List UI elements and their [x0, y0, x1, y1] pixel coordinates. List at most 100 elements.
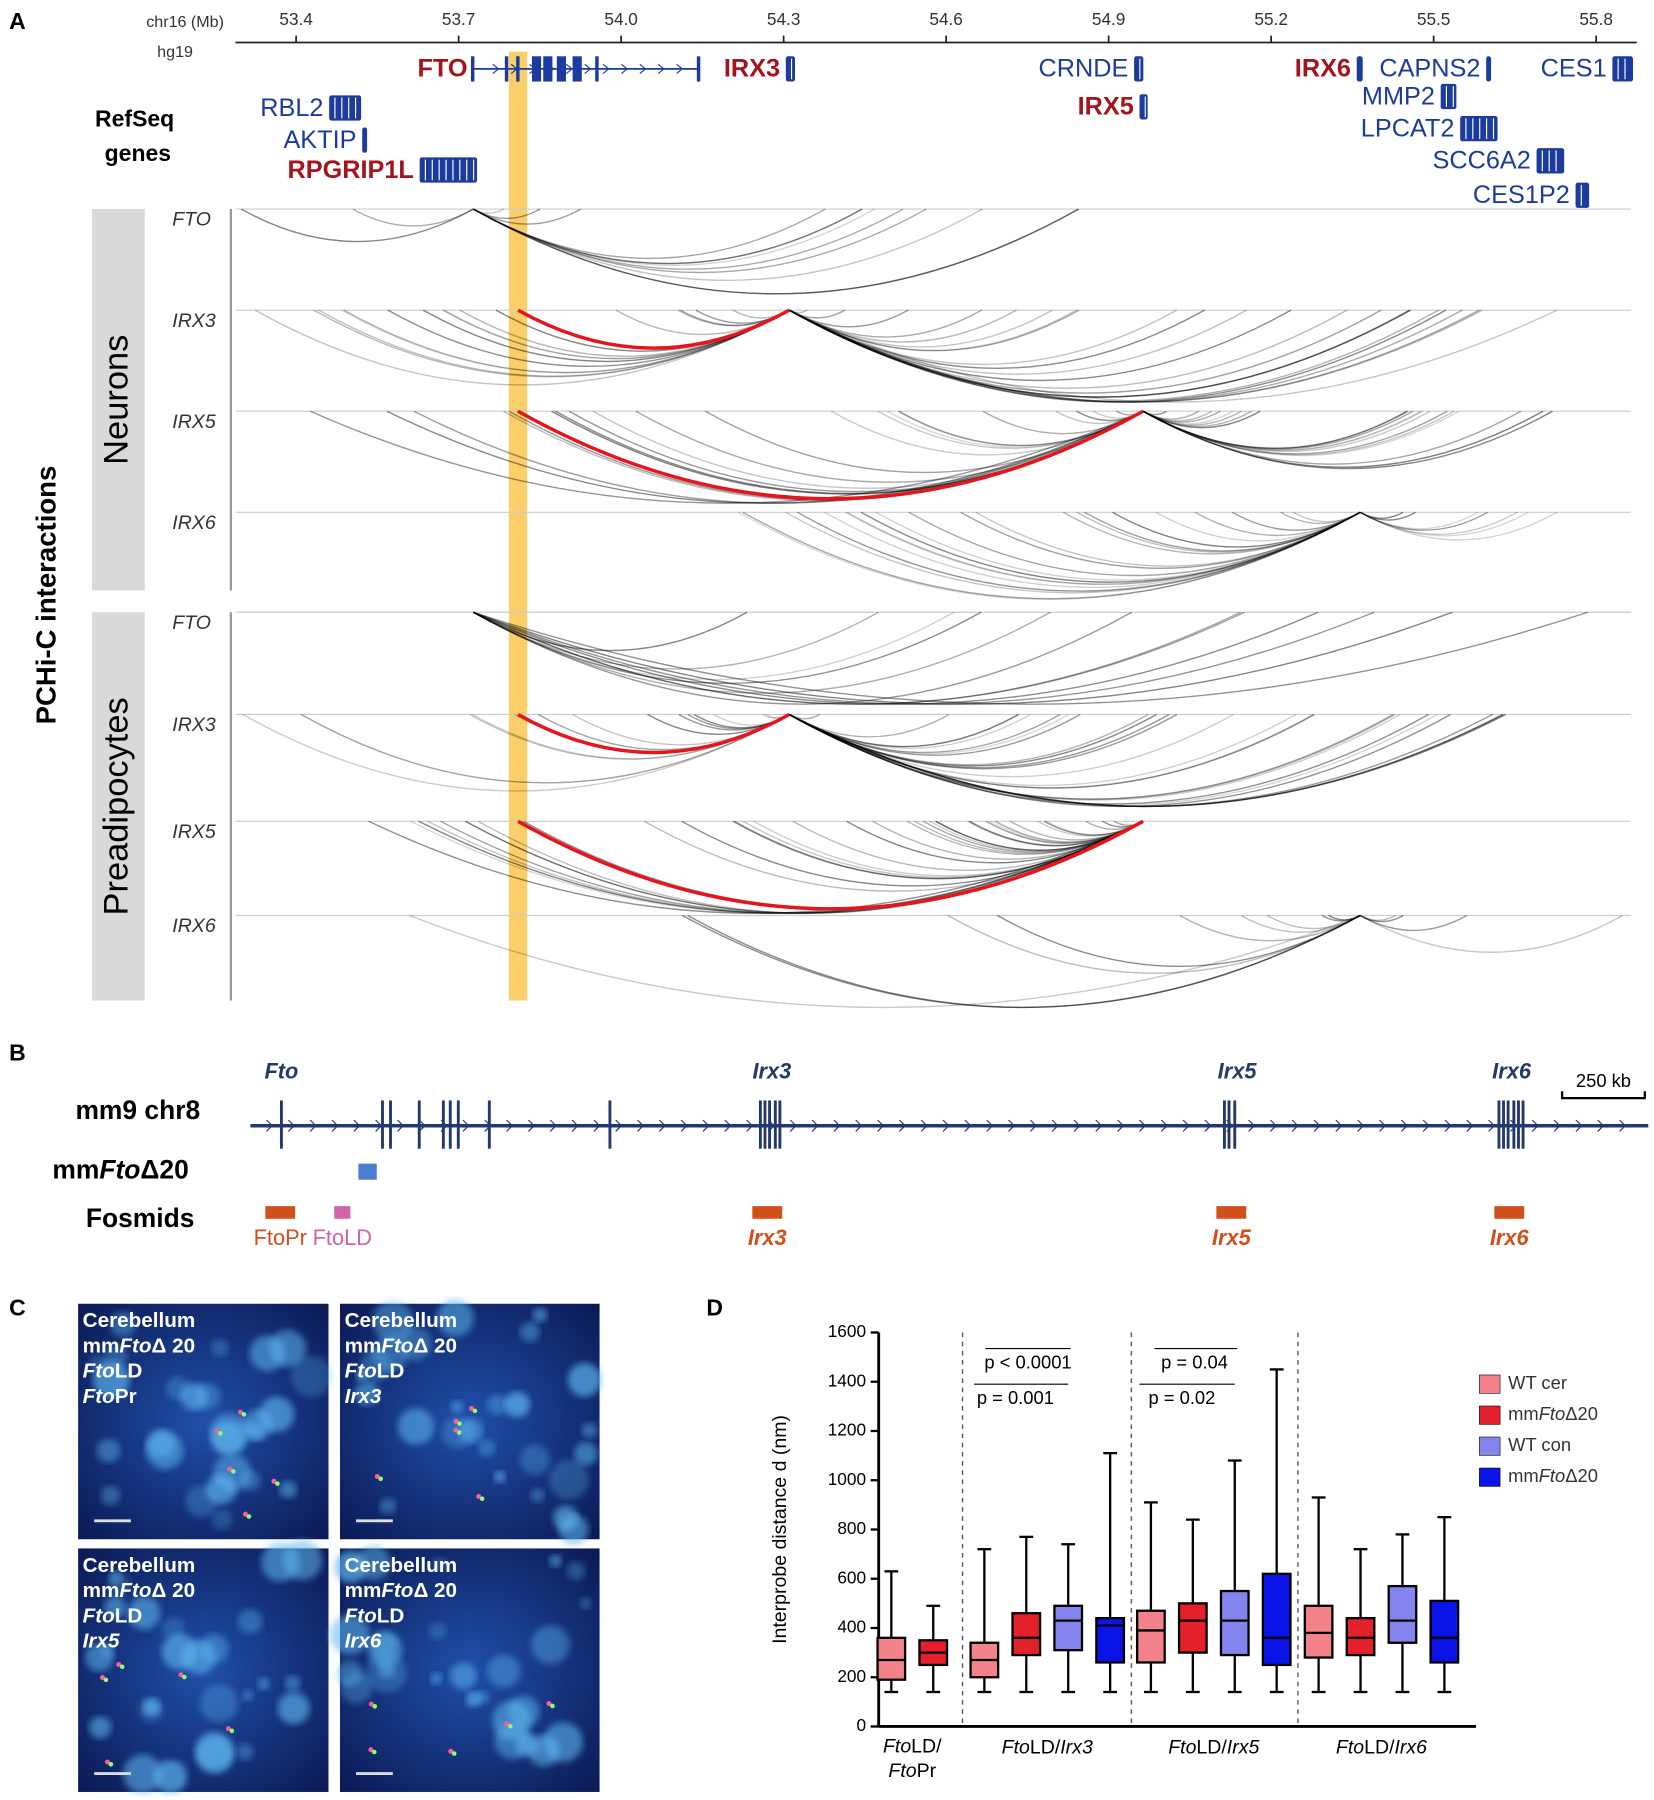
interaction-arc: [1142, 410, 1168, 416]
gene-body: [1134, 56, 1144, 82]
nucleus: [579, 1597, 592, 1610]
interaction-arc: [410, 820, 1144, 914]
gene-label: Irx6: [1492, 1059, 1532, 1084]
legend-swatch: [1479, 1467, 1501, 1487]
fosmid-label: FtoLD: [313, 1225, 372, 1250]
interaction-arc: [824, 511, 1361, 588]
interaction-arc: [1155, 511, 1361, 542]
interaction-arc: [473, 611, 1453, 705]
probe-red: [368, 1701, 374, 1707]
interaction-arc: [788, 309, 1483, 403]
x-tick-label: 54.9: [1092, 9, 1126, 29]
interaction-arc: [788, 713, 1396, 801]
interaction-arc: [472, 611, 955, 681]
row-label: mmFtoΔ20: [52, 1155, 188, 1185]
interaction-arc: [352, 208, 474, 227]
nucleus: [242, 1409, 273, 1440]
strand-arrow: [602, 63, 610, 74]
nucleus: [236, 1743, 254, 1761]
interaction-arc: [1142, 410, 1252, 427]
nucleus: [486, 1394, 508, 1416]
probe-green: [451, 1751, 457, 1756]
strand-arrow: [657, 63, 665, 74]
nucleus: [279, 1480, 297, 1499]
interaction-arc: [1359, 511, 1404, 520]
box: [1261, 1572, 1292, 1667]
fosmid: [752, 1206, 783, 1219]
interaction-arc: [788, 309, 1178, 365]
interaction-arc: [788, 713, 1493, 808]
track-name: FTO: [172, 612, 211, 634]
interaction-arc: [877, 410, 1144, 450]
interaction-arc: [788, 713, 1314, 789]
strand-arrow: [639, 63, 647, 74]
interaction-arc: [318, 309, 790, 377]
interaction-arc: [1359, 511, 1518, 535]
nucleus: [161, 1633, 198, 1670]
interaction-arc: [1142, 410, 1234, 425]
probe-red: [227, 1466, 233, 1472]
interaction-arc: [1142, 410, 1221, 423]
annotation: p = 0.02: [1148, 1387, 1215, 1408]
strand-arrow: [492, 63, 500, 74]
interaction-arc: [788, 309, 1247, 375]
interaction-arc: [440, 820, 1144, 914]
probe-green: [103, 1677, 109, 1683]
track-name: IRX5: [172, 821, 216, 843]
strand-arrow: [1619, 1119, 1627, 1132]
exon: [516, 56, 520, 82]
nucleus: [210, 1339, 229, 1357]
interaction-arc: [368, 820, 1144, 914]
interaction-arc: [1142, 410, 1455, 456]
interaction-arc: [472, 208, 875, 266]
interaction-arc: [386, 410, 1144, 504]
nucleus: [185, 1485, 218, 1518]
track-label: RefSeq genes: [95, 106, 181, 166]
interaction-arc: [472, 611, 879, 670]
image-text: mmFtoΔ 20: [83, 1335, 195, 1358]
interaction-arc: [1231, 511, 1361, 531]
image-text: FtoPr: [83, 1385, 137, 1408]
probe-red: [468, 1406, 474, 1412]
y-tick-label: 200: [837, 1666, 866, 1686]
assembly: hg19: [157, 43, 193, 61]
gene-label: IRX3: [724, 55, 780, 83]
interaction-arc: [1359, 914, 1404, 923]
fosmid-label: FtoPr: [254, 1225, 307, 1250]
interaction-arc: [240, 208, 474, 243]
interaction-arc: [788, 713, 1297, 787]
probe-green: [241, 1412, 247, 1417]
nucleus: [519, 1444, 551, 1475]
image-text: mmFtoΔ 20: [83, 1580, 195, 1603]
exon: [531, 56, 542, 82]
strand-arrow: [1291, 1119, 1299, 1132]
interaction-arc: [1142, 410, 1431, 453]
probe-green: [275, 1481, 280, 1486]
highlight-arc: [517, 712, 791, 755]
nucleus: [378, 1661, 396, 1679]
gene-label: CAPNS2: [1379, 55, 1480, 83]
image-text: FtoLD: [83, 1605, 143, 1628]
highlight-arc: [517, 409, 1144, 501]
strand-arrow: [1400, 1119, 1408, 1132]
interaction-arc: [788, 309, 1480, 403]
interaction-arc: [1142, 410, 1423, 452]
probe-red: [104, 1759, 111, 1765]
probe-green: [246, 1514, 252, 1519]
x-tick-label: 54.0: [604, 9, 638, 29]
interaction-arc: [1142, 410, 1409, 449]
strand-arrow: [855, 1119, 863, 1132]
probe-red: [374, 1473, 380, 1480]
probe-green: [119, 1664, 125, 1670]
gene-body: [1486, 56, 1492, 82]
strand-arrow: [549, 1119, 557, 1132]
fosmid: [265, 1206, 296, 1219]
nucleus: [581, 1422, 598, 1439]
interaction-arc: [472, 208, 582, 225]
box: [1429, 1599, 1460, 1664]
row-label: Fosmids: [86, 1203, 195, 1233]
strand-arrow: [942, 1119, 950, 1132]
interaction-arc: [788, 713, 1504, 808]
probe-green: [218, 1430, 223, 1436]
